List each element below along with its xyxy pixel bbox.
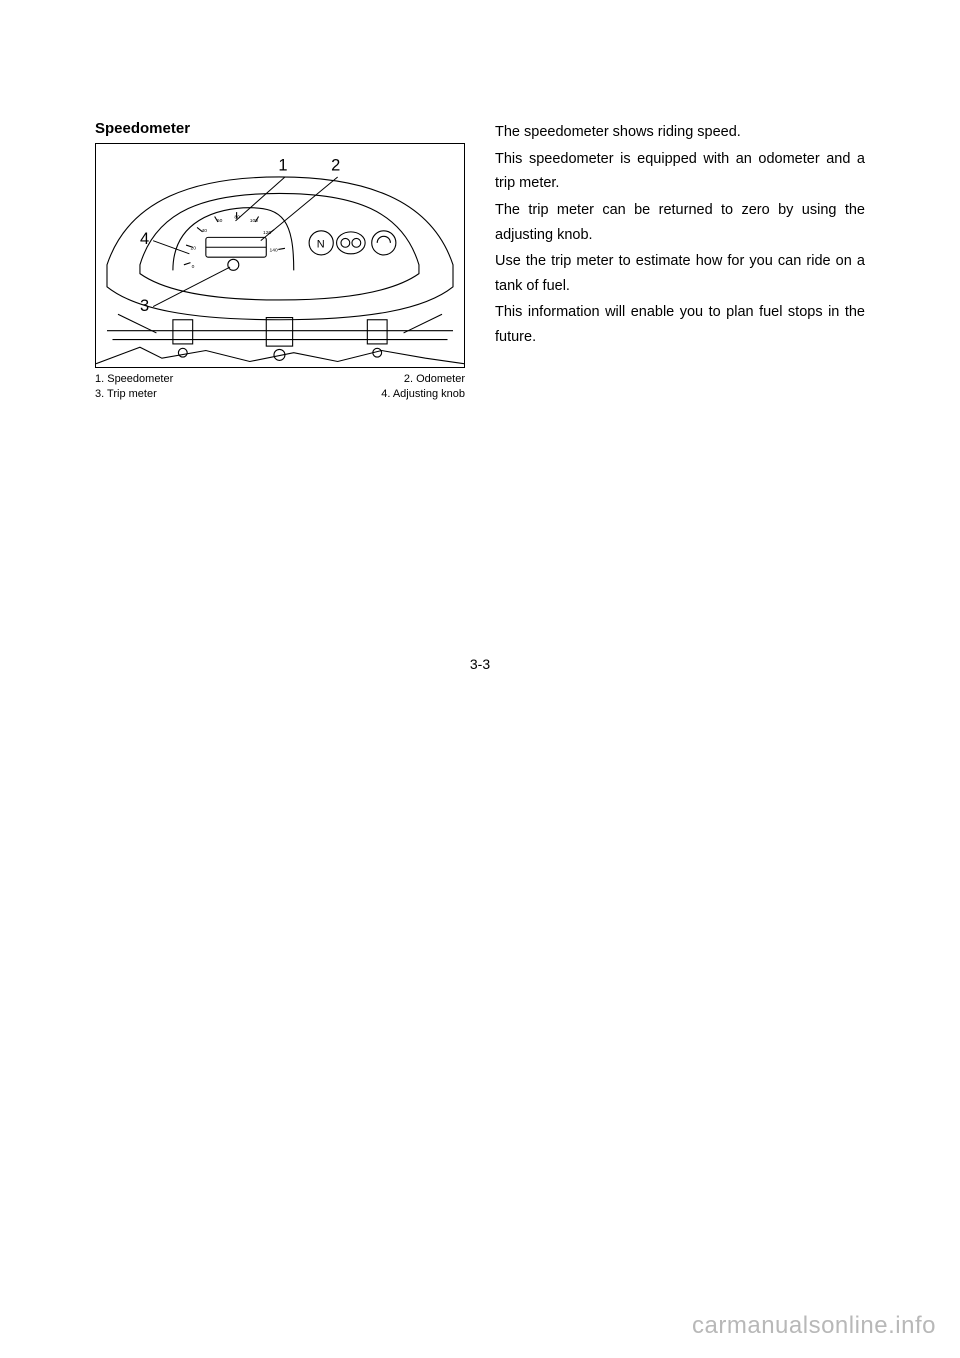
body-paragraph: The trip meter can be returned to zero b… — [495, 198, 865, 247]
dial-tick-0: 0 — [192, 264, 195, 270]
watermark: carmanualsonline.info — [692, 1312, 936, 1340]
callout-3: 3 — [140, 297, 149, 315]
callout-1: 1 — [278, 156, 287, 174]
page-number: 3-3 — [0, 656, 960, 672]
dial-tick-120: 120 — [263, 230, 271, 236]
body-paragraph: This information will enable you to plan… — [495, 300, 865, 349]
diagram-svg: 0 20 40 60 80 100 120 140 N 1 2 — [96, 144, 464, 367]
caption-right-col: 2. Odometer 4. Adjusting knob — [381, 372, 465, 403]
speedometer-diagram: 0 20 40 60 80 100 120 140 N 1 2 — [95, 143, 465, 368]
callout-2: 2 — [331, 156, 340, 174]
body-paragraph: This speedometer is equipped with an odo… — [495, 147, 865, 196]
left-column: Speedometer — [95, 120, 465, 403]
figure-caption: 1. Speedometer 3. Trip meter 2. Odometer… — [95, 372, 465, 403]
dial-tick-60: 60 — [217, 218, 223, 224]
neutral-indicator-label: N — [317, 238, 325, 250]
body-paragraph: Use the trip meter to estimate how for y… — [495, 249, 865, 298]
manual-page: Speedometer — [0, 0, 960, 1358]
dial-tick-40: 40 — [201, 228, 207, 234]
body-paragraph: The speedometer shows riding speed. — [495, 120, 865, 145]
caption-left-col: 1. Speedometer 3. Trip meter — [95, 372, 173, 403]
dial-tick-100: 100 — [250, 218, 258, 224]
caption-item: 4. Adjusting knob — [381, 387, 465, 402]
callout-4: 4 — [140, 230, 149, 248]
two-column-layout: Speedometer — [95, 120, 865, 403]
caption-item: 2. Odometer — [381, 372, 465, 387]
caption-item: 1. Speedometer — [95, 372, 173, 387]
caption-item: 3. Trip meter — [95, 387, 173, 402]
right-column: The speedometer shows riding speed. This… — [495, 120, 865, 403]
section-heading: Speedometer — [95, 120, 465, 137]
dial-tick-140: 140 — [270, 248, 278, 254]
dial-tick-20: 20 — [190, 245, 196, 251]
dial-tick-80: 80 — [234, 215, 240, 221]
